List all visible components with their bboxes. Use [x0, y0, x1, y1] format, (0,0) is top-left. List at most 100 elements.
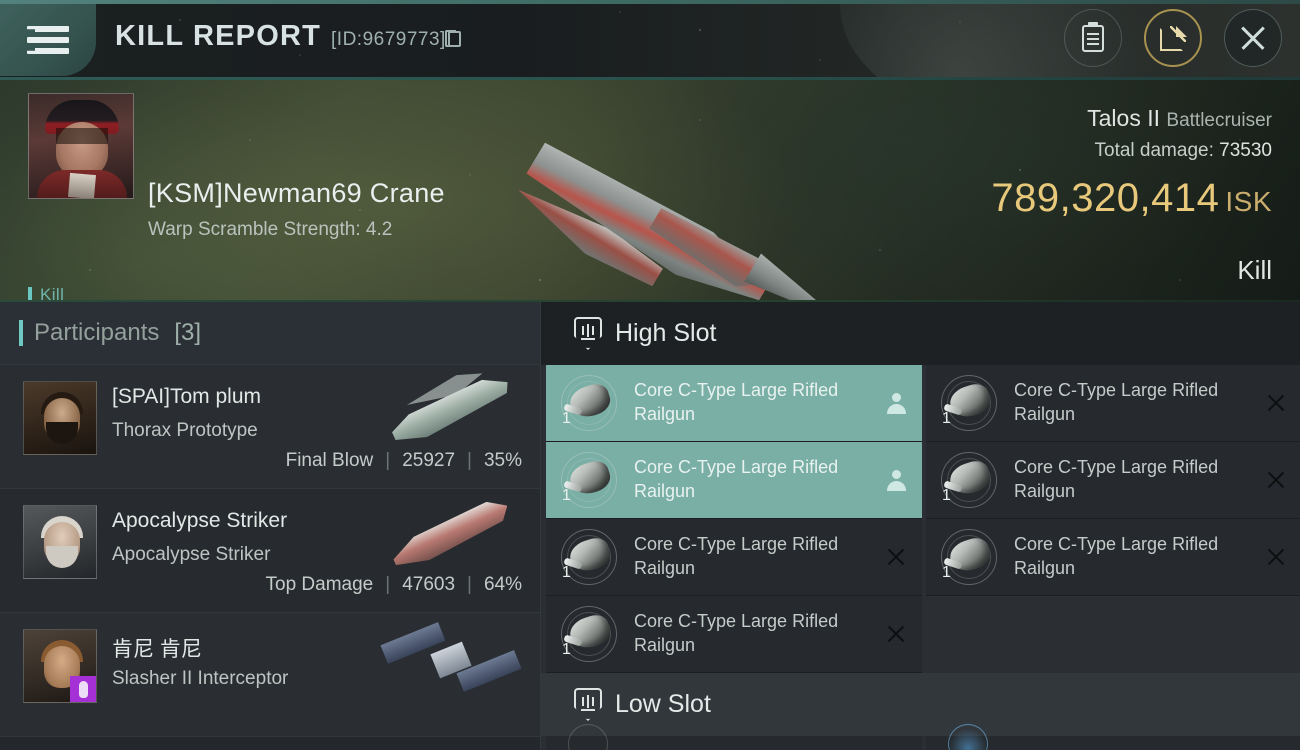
- participant-name: 肯尼 肯尼: [112, 638, 202, 661]
- participants-accent-bar: [19, 320, 23, 346]
- isk-value: 789,320,414: [991, 176, 1220, 220]
- warp-scramble-strength: Warp Scramble Strength: 4.2: [148, 219, 393, 240]
- stat-separator: |: [467, 574, 472, 595]
- close-icon: [886, 624, 906, 644]
- kill-type-badge: Kill: [28, 285, 64, 302]
- close-icon: [1266, 547, 1286, 567]
- low-slot-partial-row: [541, 724, 1300, 750]
- participants-panel: Participants [3] [SPAI]Tom plum Thorax P…: [0, 302, 541, 750]
- item-quantity: 1: [562, 487, 571, 504]
- item-name: Core C-Type Large Rifled Railgun: [634, 457, 839, 501]
- fitting-item-row[interactable]: 1 Core C-Type Large Rifled Railgun: [546, 442, 922, 519]
- fitting-panel: High Slot 1 Core C-Type Large Rifled Rai…: [541, 302, 1300, 750]
- participants-header: Participants [3]: [0, 302, 540, 365]
- participants-count: [3]: [174, 319, 202, 346]
- victim-ship-name-row: Talos II Battlecruiser: [991, 105, 1272, 132]
- item-quantity: 1: [562, 641, 571, 658]
- fitting-item-row[interactable]: 1 Core C-Type Large Rifled Railgun: [926, 442, 1300, 519]
- low-slot-header: Low Slot: [541, 673, 1300, 736]
- fitting-item-row[interactable]: [546, 724, 922, 750]
- item-quantity: 1: [562, 410, 571, 427]
- railgun-icon: 1: [938, 526, 1000, 588]
- external-link-icon: [1160, 25, 1187, 51]
- clipboard-button[interactable]: [1064, 9, 1122, 67]
- railgun-icon: 1: [558, 603, 620, 665]
- item-state-flag: [870, 624, 922, 644]
- fitting-item-row[interactable]: [926, 724, 1300, 750]
- planet-decoration: [840, 0, 1180, 80]
- participant-ship: Apocalypse Striker: [112, 544, 271, 565]
- close-icon: [1266, 470, 1286, 490]
- high-slot-header: High Slot: [541, 302, 1300, 365]
- stat-separator: |: [385, 574, 391, 595]
- item-name: Core C-Type Large Rifled Railgun: [1014, 380, 1219, 424]
- total-damage-value: 73530: [1219, 140, 1272, 161]
- participant-ship-thumb: [376, 495, 526, 579]
- victim-ship-render: [505, 98, 885, 294]
- person-icon: [887, 470, 906, 491]
- participant-damage: 25927: [402, 450, 456, 471]
- participant-row[interactable]: 肯尼 肯尼 Slasher II Interceptor: [0, 613, 540, 737]
- kill-value-summary: Talos II Battlecruiser Total damage: 735…: [991, 105, 1272, 286]
- title-bar: KILL REPORT [ID:9679773]: [0, 0, 1300, 80]
- high-slot-right-column: 1 Core C-Type Large Rifled Railgun 1 Cor…: [926, 365, 1300, 596]
- fitting-item-row[interactable]: 1 Core C-Type Large Rifled Railgun: [546, 519, 922, 596]
- fitting-item-row[interactable]: 1 Core C-Type Large Rifled Railgun: [546, 596, 922, 673]
- participants-title: Participants: [34, 319, 160, 346]
- participant-damage: 47603: [402, 574, 456, 595]
- close-icon: [886, 547, 906, 567]
- hamburger-icon: [27, 21, 69, 59]
- fitting-item-row[interactable]: 1 Core C-Type Large Rifled Railgun: [546, 365, 922, 442]
- total-damage-row: Total damage: 73530: [991, 140, 1272, 162]
- avatar: [23, 629, 97, 703]
- kill-badge-label: Kill: [40, 285, 65, 302]
- item-state-flag: [870, 470, 922, 491]
- kill-label: Kill: [1237, 255, 1272, 285]
- railgun-icon: 1: [558, 372, 620, 434]
- report-id: [ID:9679773]: [331, 29, 461, 51]
- participant-ship-thumb: [376, 619, 526, 703]
- stat-separator: |: [385, 450, 391, 471]
- hamburger-menu-button[interactable]: [0, 4, 96, 76]
- participant-stats: Final Blow | 25927 | 35%: [286, 450, 522, 472]
- item-state-flag: [1250, 547, 1300, 567]
- railgun-icon: 1: [558, 449, 620, 511]
- isk-unit: ISK: [1225, 186, 1272, 217]
- victim-avatar[interactable]: [28, 93, 134, 199]
- item-quantity: 1: [942, 410, 951, 427]
- participant-ship-thumb: [376, 371, 526, 455]
- pod-badge: [70, 676, 96, 702]
- item-state-flag: [870, 547, 922, 567]
- railgun-icon: 1: [558, 526, 620, 588]
- fitting-item-row[interactable]: 1 Core C-Type Large Rifled Railgun: [926, 365, 1300, 442]
- hero-bottom-divider: [0, 300, 1300, 302]
- avatar: [23, 505, 97, 579]
- close-button[interactable]: [1224, 9, 1282, 67]
- victim-name[interactable]: [KSM]Newman69 Crane: [148, 178, 445, 208]
- participant-row[interactable]: Apocalypse Striker Apocalypse Striker To…: [0, 489, 540, 613]
- title-bar-top-accent: [0, 0, 1300, 4]
- item-state-flag: [870, 393, 922, 414]
- item-quantity: 1: [562, 564, 571, 581]
- module-icon: [948, 724, 988, 750]
- kill-summary-banner: [KSM]Newman69 Crane Warp Scramble Streng…: [0, 80, 1300, 302]
- participant-stats: Top Damage | 47603 | 64%: [266, 574, 522, 596]
- participant-ship: Slasher II Interceptor: [112, 668, 289, 689]
- avatar: [23, 381, 97, 455]
- page-title: KILL REPORT [ID:9679773]: [115, 20, 461, 53]
- high-slot-title: High Slot: [615, 319, 717, 347]
- low-slot-title: Low Slot: [615, 690, 711, 718]
- stat-separator: |: [467, 450, 472, 471]
- participant-stat-label: Final Blow: [285, 450, 374, 471]
- external-link-button[interactable]: [1144, 9, 1202, 67]
- copy-icon[interactable]: [444, 30, 461, 47]
- item-name: Core C-Type Large Rifled Railgun: [1014, 457, 1219, 501]
- title-bar-actions: [1064, 9, 1282, 67]
- fitting-item-row[interactable]: 1 Core C-Type Large Rifled Railgun: [926, 519, 1300, 596]
- participant-row[interactable]: [SPAI]Tom plum Thorax Prototype Final Bl…: [0, 365, 540, 489]
- railgun-icon: 1: [938, 449, 1000, 511]
- close-icon: [1238, 23, 1268, 53]
- participant-stat-label: Top Damage: [265, 574, 374, 595]
- victim-ship-class: Battlecruiser: [1166, 110, 1272, 131]
